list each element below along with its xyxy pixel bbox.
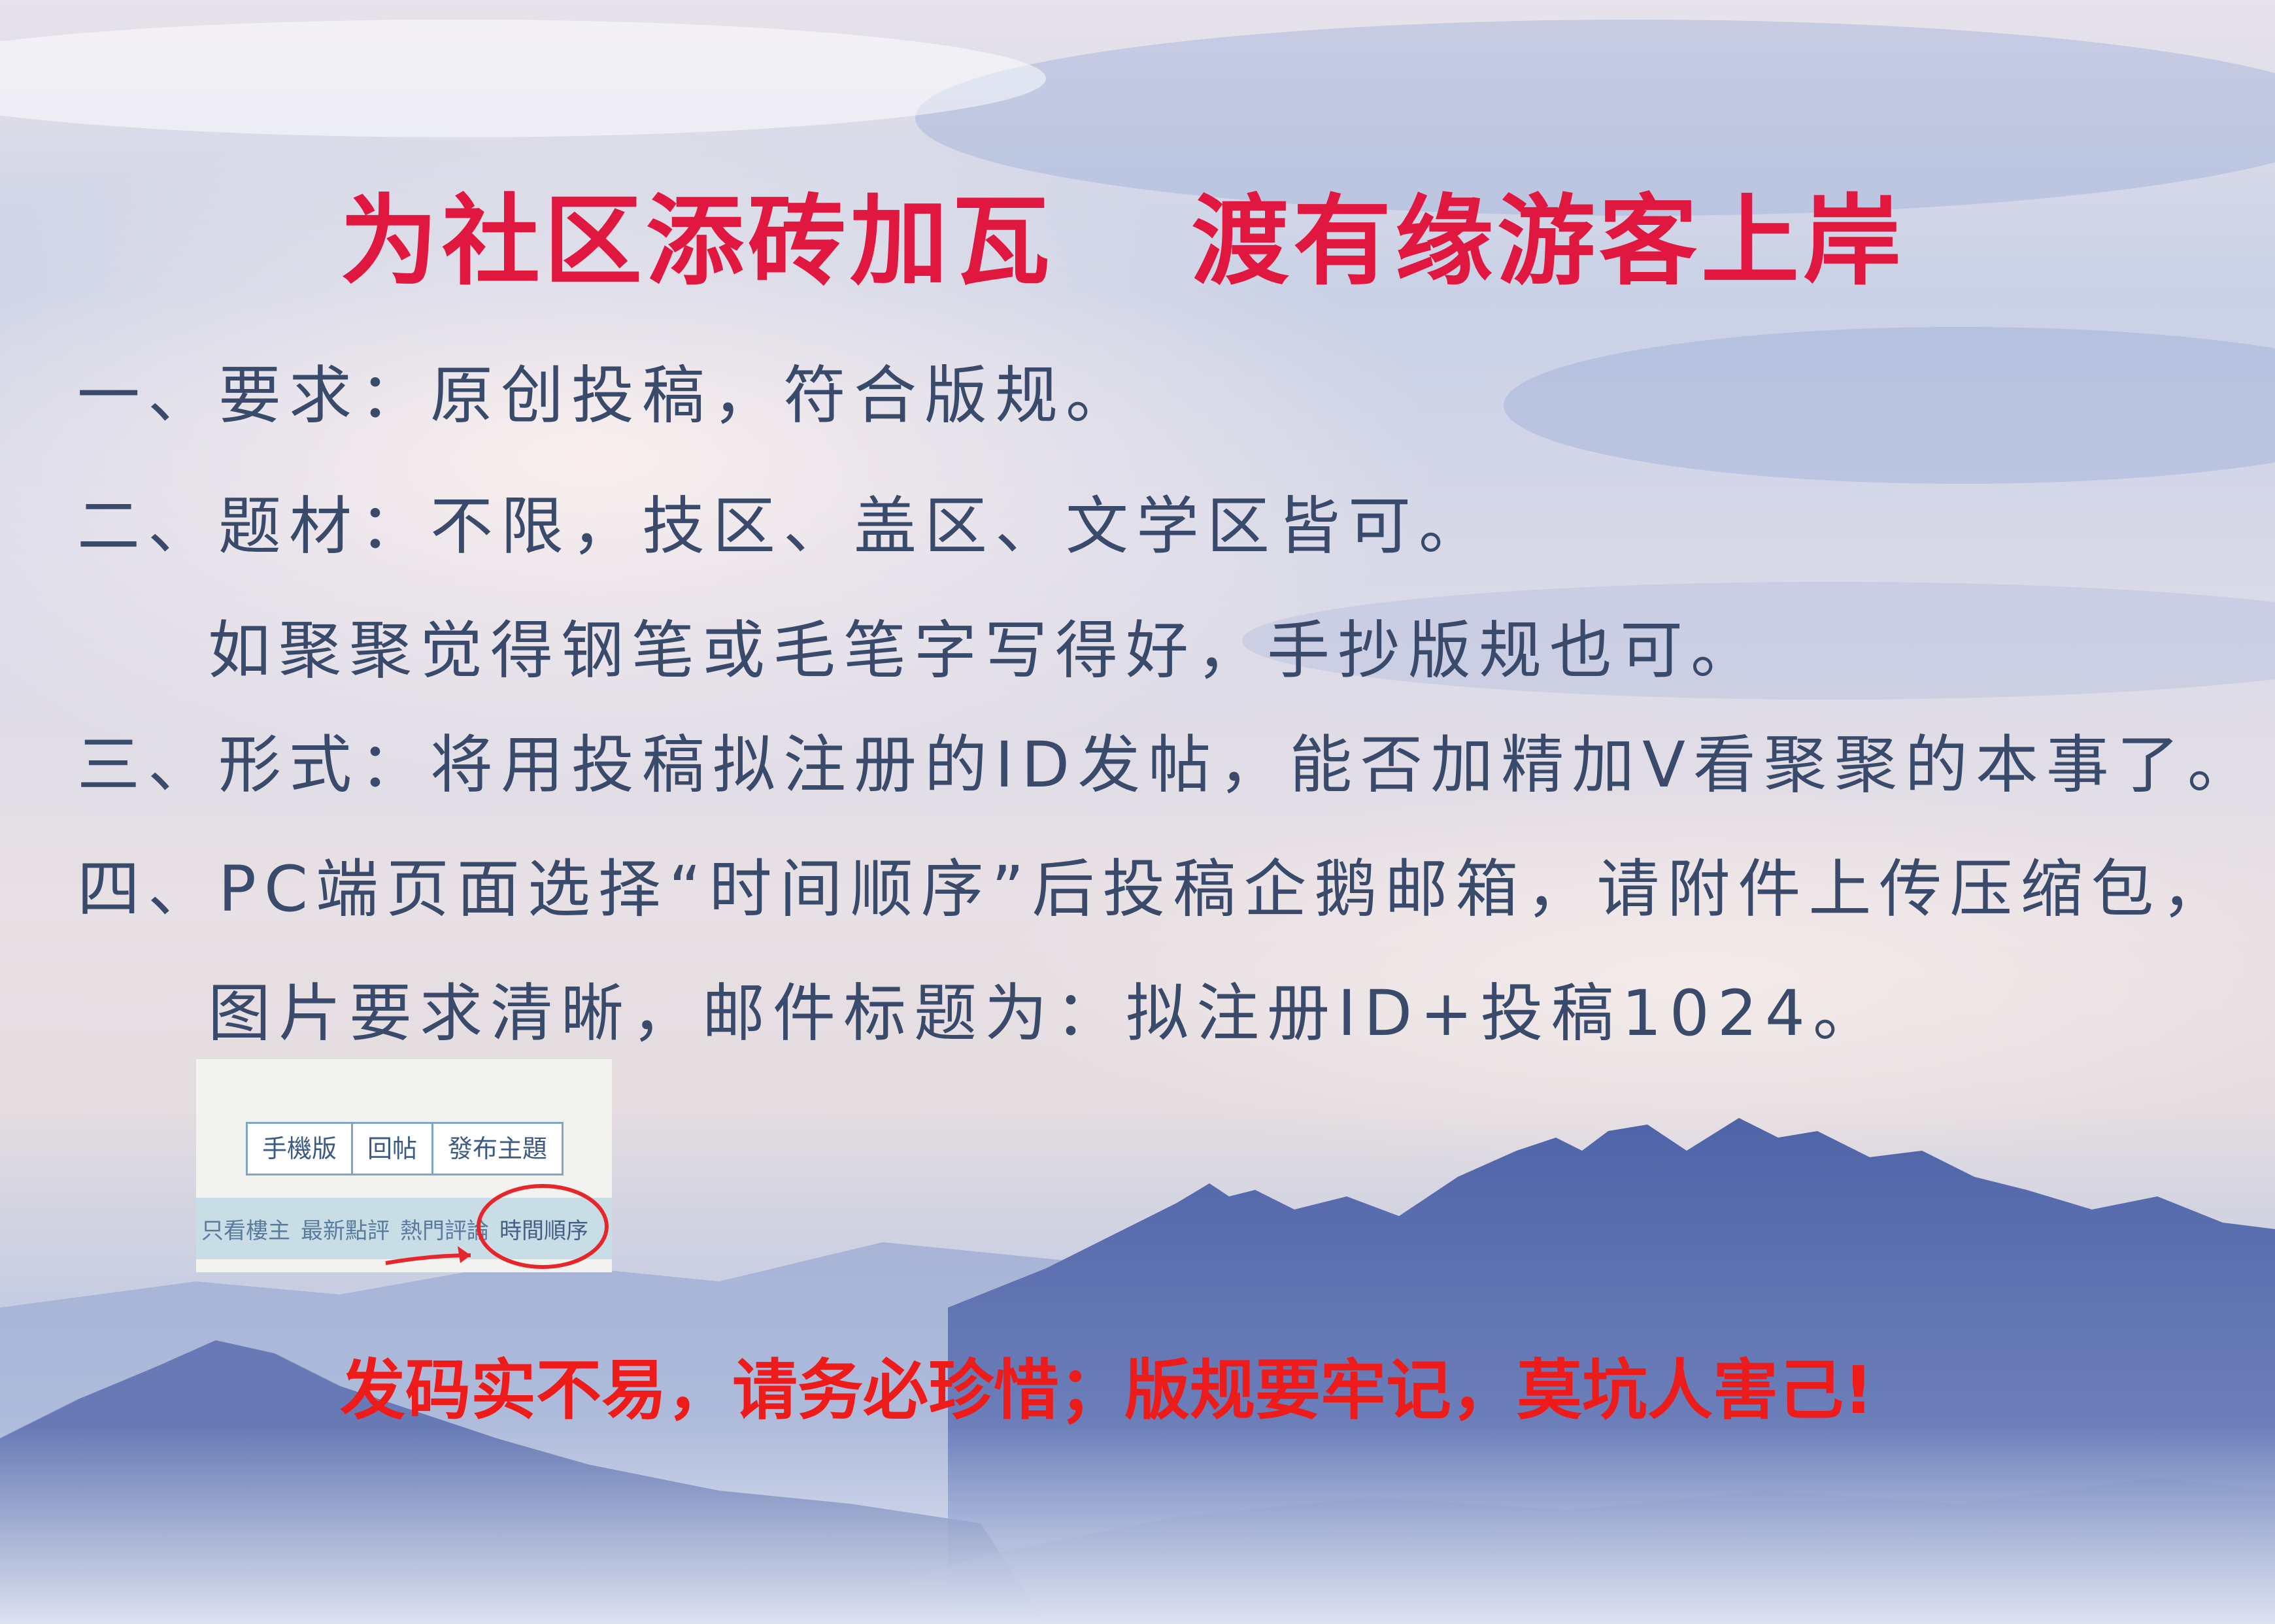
rule-topic: 二、题材：不限，技区、盖区、文学区皆可。 <box>77 490 1489 563</box>
sort-bar: 只看樓主 最新點評 熱門評論 時間順序 <box>196 1198 612 1259</box>
mobile-version-button[interactable]: 手機版 <box>248 1124 354 1174</box>
headline: 为社区添砖加瓦 渡有缘游客上岸 <box>340 177 1974 307</box>
headline-right: 渡有缘游客上岸 <box>1191 185 1906 299</box>
rule-topic-note: 如聚聚觉得钢笔或毛笔字写得好，手抄版规也可。 <box>208 614 1761 687</box>
sort-latest-rating[interactable]: 最新點評 <box>301 1217 390 1244</box>
rule-submission: 四、PC端页面选择“时间顺序”后投稿企鹅邮箱，请附件上传压缩包， <box>77 853 2233 926</box>
highlight-annotation <box>385 1184 609 1269</box>
highlight-arrow <box>385 1253 471 1265</box>
rule-requirement: 一、要求：原创投稿，符合版规。 <box>77 359 1136 432</box>
footer-warning: 发码实不易，请务必珍惜；版规要牢记，莫坑人害己! <box>340 1352 1874 1429</box>
sort-author-only[interactable]: 只看樓主 <box>201 1217 290 1244</box>
highlight-circle <box>477 1184 609 1269</box>
rule-format: 三、形式：将用投稿拟注册的ID发帖，能否加精加V看聚聚的本事了。 <box>77 728 2258 802</box>
rule-submission-note: 图片要求清晰，邮件标题为：拟注册ID+投稿1024。 <box>208 977 1883 1050</box>
reply-button[interactable]: 回帖 <box>353 1124 434 1174</box>
forum-toolbar: 手機版 回帖 發布主題 <box>246 1122 564 1176</box>
forum-screenshot: 手機版 回帖 發布主題 只看樓主 最新點評 熱門評論 時間順序 <box>196 1059 612 1272</box>
headline-left: 为社区添砖加瓦 <box>340 185 1054 299</box>
new-topic-button[interactable]: 發布主題 <box>448 1134 548 1163</box>
sort-hot-comments[interactable]: 熱門評論 <box>400 1217 489 1244</box>
sort-time-order[interactable]: 時間順序 <box>499 1217 588 1244</box>
